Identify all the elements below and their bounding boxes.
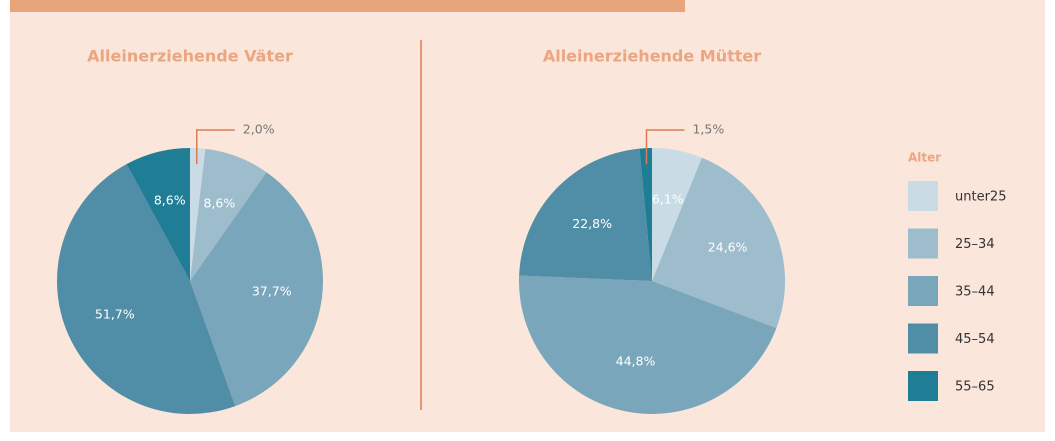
- data-label: 22,8%: [572, 216, 612, 231]
- callout-line: [196, 129, 235, 165]
- data-label: 51,7%: [95, 306, 135, 321]
- data-label: 2,0%: [243, 122, 275, 137]
- callout-line: [645, 129, 685, 165]
- top-bar: [10, 0, 685, 12]
- legend-title: Alter: [908, 151, 941, 165]
- legend-swatch: [908, 323, 938, 354]
- legend-label: unter25: [955, 190, 1006, 205]
- pie-slice: [652, 148, 702, 281]
- pie-slice: [190, 172, 324, 407]
- legend-swatch: [908, 228, 938, 259]
- data-label: 44,8%: [616, 353, 656, 368]
- data-label: 8,6%: [204, 195, 236, 210]
- legend-swatch: [908, 181, 938, 211]
- chart-title: Alleinerziehende Väter: [87, 47, 293, 66]
- data-label: 1,5%: [692, 122, 724, 137]
- data-label: 8,6%: [154, 193, 186, 208]
- pie-slice: [652, 157, 786, 329]
- pie-slice: [56, 164, 236, 415]
- chart-title: Alleinerziehende Mütter: [543, 47, 761, 66]
- data-label: 6,1%: [652, 192, 684, 207]
- legend-swatch: [908, 276, 938, 306]
- legend-label: 45–54: [955, 332, 995, 347]
- legend-label: 55–65: [955, 380, 995, 395]
- legend-swatch: [908, 371, 938, 401]
- data-label: 24,6%: [708, 239, 748, 254]
- legend-label: 25–34: [955, 237, 995, 252]
- pie-slice: [519, 275, 777, 415]
- pie-slice: [190, 148, 267, 281]
- pie-slice: [126, 148, 190, 281]
- data-label: 37,7%: [252, 283, 292, 298]
- pie-slice: [519, 148, 652, 281]
- pie-slice: [190, 148, 206, 281]
- legend-label: 35–44: [955, 285, 995, 300]
- pie-slice: [639, 148, 652, 281]
